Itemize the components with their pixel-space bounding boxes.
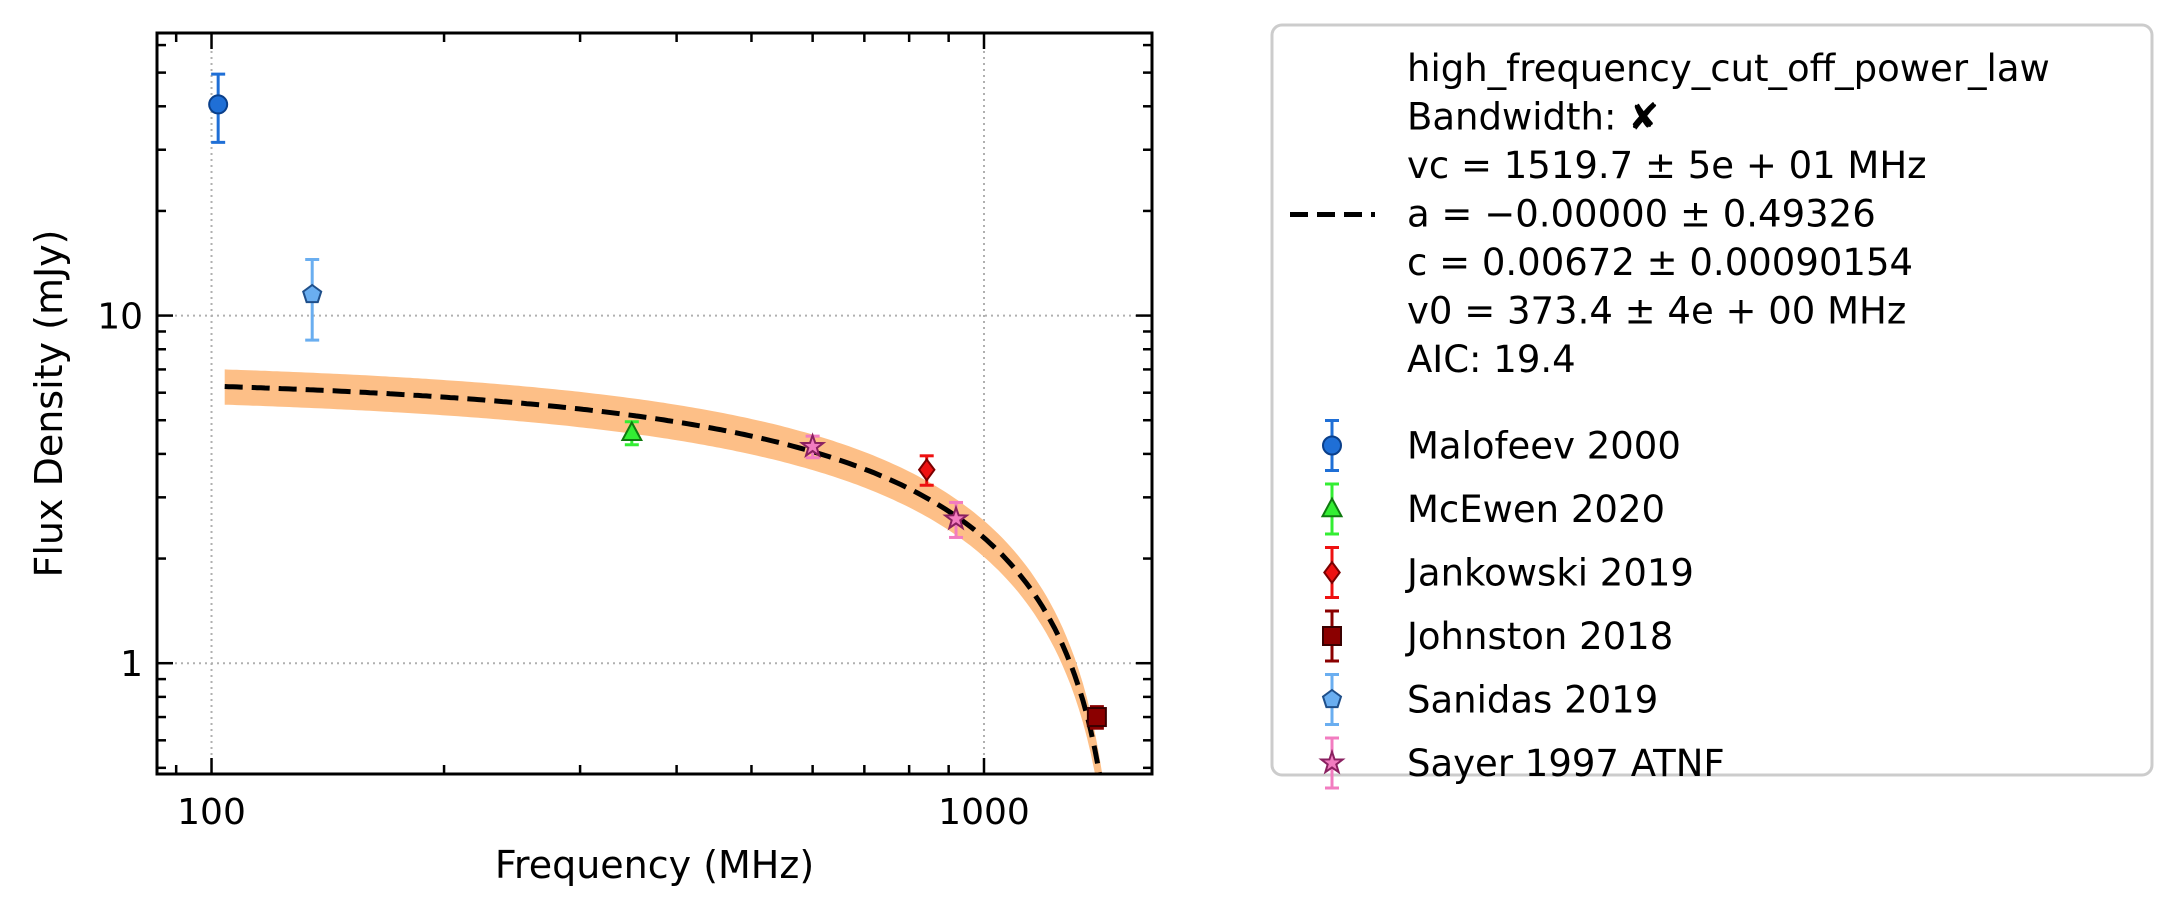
legend-entry: Malofeev 2000 [1322, 419, 1681, 472]
legend-marker [1322, 435, 1342, 456]
fit-legend-line: v0 = 373.4 ± 4e + 00 MHz [1407, 290, 1906, 333]
legend-label: Malofeev 2000 [1407, 425, 1681, 468]
series-sayer-1997-atnf [798, 432, 970, 539]
legend-label: Jankowski 2019 [1405, 552, 1694, 595]
legend: high_frequency_cut_off_power_law Bandwidt… [1270, 23, 2154, 790]
legend-entry: Johnston 2018 [1322, 609, 1673, 663]
fit-legend-line: a = −0.00000 ± 0.49326 [1407, 193, 1876, 236]
legend-marker [1318, 748, 1346, 775]
legend-box [1270, 23, 2154, 777]
fit-legend-line: AIC: 19.4 [1407, 338, 1576, 381]
fit-legend-line: c = 0.00672 ± 0.00090154 [1407, 241, 1913, 284]
data-point-marker [798, 432, 827, 459]
series-jankowski-2019 [917, 454, 936, 487]
legend-entry: McEwen 2020 [1320, 482, 1665, 536]
legend-label: Sanidas 2019 [1407, 679, 1658, 722]
fit-legend-line: vc = 1519.7 ± 5e + 01 MHz [1407, 144, 1927, 187]
legend-label: Johnston 2018 [1405, 615, 1673, 658]
plot-frame [155, 31, 1154, 776]
fit-uncertainty-band [224, 369, 1103, 774]
x-tick-label: 100 [177, 792, 246, 833]
legend-marker [1320, 496, 1344, 518]
legend-label: McEwen 2020 [1407, 488, 1665, 531]
series-mcewen-2020 [620, 420, 643, 447]
series-malofeev-2000 [208, 72, 229, 144]
y-axis-label: Flux Density (mJy) [27, 230, 71, 578]
fit-legend-line: high_frequency_cut_off_power_law [1407, 47, 2050, 90]
data-point-marker [208, 94, 229, 115]
series-sanidas-2019 [302, 257, 323, 342]
series-johnston-2018 [1086, 705, 1107, 730]
legend-entry: Jankowski 2019 [1323, 546, 1694, 599]
fit-line [224, 384, 1103, 774]
data-point-marker [1086, 707, 1107, 728]
legend-entry: Sanidas 2019 [1321, 673, 1658, 726]
y-tick-label: 1 [120, 644, 143, 685]
x-axis-label: Frequency (MHz) [495, 843, 814, 887]
x-tick-label: 1000 [938, 792, 1030, 833]
legend-label: Sayer 1997 ATNF [1407, 742, 1725, 785]
data-point-marker [620, 420, 643, 441]
data-point-marker [302, 283, 323, 304]
legend-marker [1322, 626, 1342, 646]
data-point-marker [917, 457, 936, 482]
legend-entry: Sayer 1997 ATNF [1318, 736, 1725, 790]
data-point-marker [942, 504, 970, 531]
legend-marker [1323, 560, 1341, 585]
legend-marker [1321, 688, 1343, 709]
y-tick-label: 10 [97, 297, 143, 338]
plot-area: 100 1000 1 10 [97, 31, 1154, 833]
fit-legend-line: Bandwidth: ✘ [1407, 96, 1659, 139]
